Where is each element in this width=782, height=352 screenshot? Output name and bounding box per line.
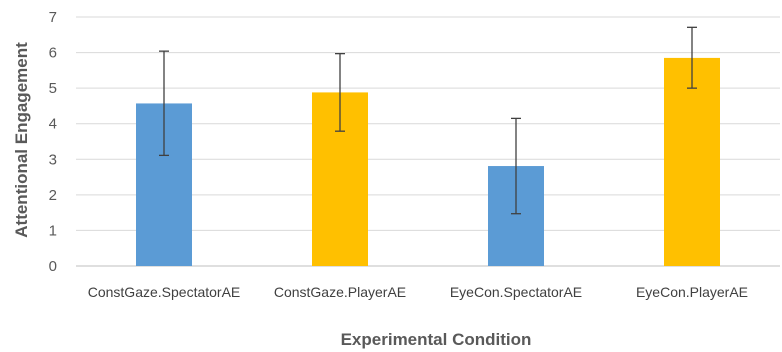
y-tick-label: 4 <box>49 116 57 133</box>
x-axis-categories: ConstGaze.SpectatorAE ConstGaze.PlayerAE E… <box>88 284 748 300</box>
gridlines <box>76 16 780 267</box>
x-category-label: ConstGaze.SpectatorAE <box>88 284 241 300</box>
error-bars <box>159 26 697 215</box>
error-bar <box>159 50 169 157</box>
x-axis-title: Experimental Condition <box>341 330 532 349</box>
y-tick-label: 1 <box>49 222 57 239</box>
x-category-label: EyeCon.PlayerAE <box>636 284 748 300</box>
y-axis-ticks: 0 1 2 3 4 5 6 7 <box>49 9 57 275</box>
y-tick-label: 2 <box>49 187 57 204</box>
x-category-label: EyeCon.SpectatorAE <box>450 284 582 300</box>
y-tick-label: 0 <box>49 258 57 275</box>
y-tick-label: 5 <box>49 80 57 97</box>
y-tick-label: 6 <box>49 45 57 62</box>
y-tick-label: 7 <box>49 9 57 26</box>
y-axis-title: Attentional Engagement <box>12 42 31 238</box>
x-category-label: ConstGaze.PlayerAE <box>274 284 406 300</box>
error-bar <box>687 26 697 89</box>
error-bar <box>511 117 521 215</box>
bars <box>136 57 720 267</box>
bar <box>664 57 720 267</box>
y-tick-label: 3 <box>49 151 57 168</box>
error-bar <box>335 52 345 132</box>
